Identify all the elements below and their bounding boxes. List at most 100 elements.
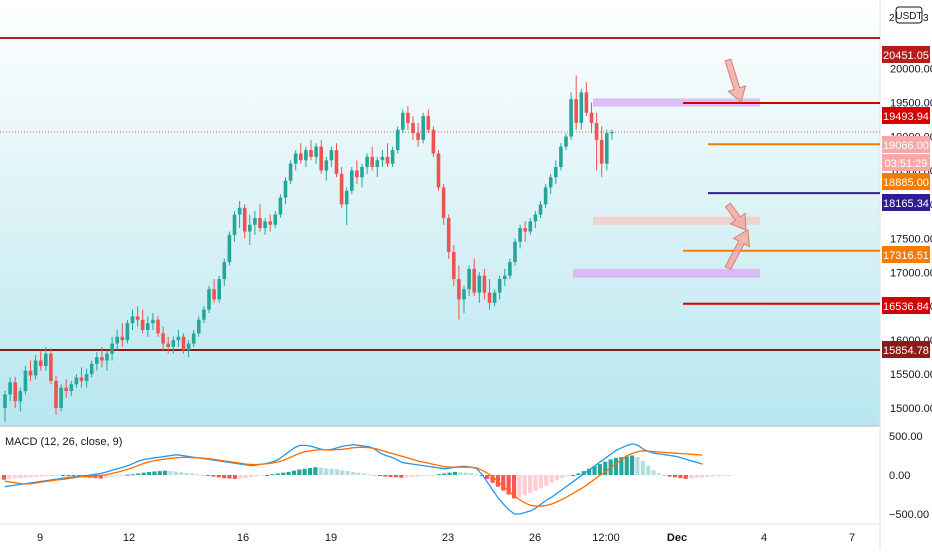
candle[interactable] (370, 146, 374, 171)
candle[interactable] (263, 217, 267, 235)
candle[interactable] (84, 368, 89, 388)
candle[interactable] (100, 346, 104, 368)
candle[interactable] (360, 163, 364, 188)
signal-line[interactable] (4, 446, 703, 507)
price-tag[interactable]: 03:51:29 (882, 154, 930, 171)
candle[interactable] (569, 92, 573, 140)
candle[interactable] (74, 374, 79, 388)
price-tag[interactable]: 20451.05 (882, 46, 930, 63)
candle[interactable] (467, 265, 471, 297)
candle[interactable] (543, 184, 548, 208)
candle[interactable] (28, 360, 33, 381)
candle[interactable] (79, 367, 84, 388)
candle[interactable] (54, 375, 58, 415)
candle[interactable] (462, 285, 466, 313)
candle[interactable] (217, 275, 221, 303)
candle[interactable] (283, 177, 288, 205)
candle[interactable] (605, 129, 609, 171)
candle[interactable] (140, 309, 145, 334)
price-tag[interactable]: 18885.00 (882, 173, 930, 190)
price-tag[interactable]: 18165.34 (882, 194, 930, 211)
candle[interactable] (161, 326, 165, 351)
candle[interactable] (258, 204, 262, 232)
candle[interactable] (242, 204, 247, 239)
candle[interactable] (324, 156, 329, 181)
macd-line[interactable] (4, 443, 703, 515)
candle[interactable] (33, 355, 38, 380)
candle[interactable] (156, 316, 160, 337)
candle[interactable] (492, 289, 497, 307)
candle[interactable] (401, 109, 405, 134)
candle[interactable] (278, 194, 283, 218)
candle[interactable] (166, 336, 170, 354)
highlight-zone[interactable] (593, 98, 760, 107)
candle[interactable] (380, 150, 385, 168)
candle[interactable] (579, 88, 584, 130)
candle[interactable] (350, 167, 354, 195)
price-tag[interactable]: 19493.94 (882, 107, 930, 124)
candle[interactable] (191, 329, 196, 347)
candle[interactable] (416, 122, 420, 147)
candle[interactable] (385, 143, 390, 168)
candle[interactable] (207, 285, 211, 313)
candle[interactable] (477, 272, 482, 303)
candle[interactable] (227, 231, 232, 266)
candle[interactable] (95, 352, 99, 371)
candle[interactable] (130, 309, 135, 330)
candle[interactable] (232, 211, 237, 242)
candle[interactable] (421, 112, 425, 144)
candle[interactable] (146, 316, 150, 337)
candle[interactable] (487, 279, 492, 310)
candle[interactable] (18, 387, 23, 412)
candle[interactable] (69, 380, 74, 396)
candle[interactable] (431, 126, 436, 157)
candle[interactable] (3, 391, 7, 422)
candle[interactable] (610, 129, 614, 140)
candle[interactable] (589, 102, 594, 134)
price-tag[interactable]: 16536.84 (882, 297, 930, 314)
candle[interactable] (375, 156, 380, 178)
candle[interactable] (508, 258, 512, 280)
candle[interactable] (554, 160, 558, 185)
candle[interactable] (202, 306, 206, 324)
candle[interactable] (513, 238, 517, 266)
candle[interactable] (23, 365, 28, 395)
candle[interactable] (222, 258, 227, 286)
candle[interactable] (426, 109, 431, 134)
candle[interactable] (268, 214, 272, 232)
candle[interactable] (64, 379, 68, 398)
candle[interactable] (436, 150, 441, 191)
candle[interactable] (197, 316, 201, 337)
candle[interactable] (44, 346, 48, 371)
candle[interactable] (120, 323, 125, 347)
highlight-zone[interactable] (593, 216, 760, 225)
candle[interactable] (599, 126, 604, 178)
candle[interactable] (390, 146, 395, 168)
candle[interactable] (365, 153, 369, 174)
candle[interactable] (329, 146, 334, 168)
macd-indicator-label[interactable]: MACD (12, 26, close, 9) (5, 436, 122, 448)
candle[interactable] (559, 143, 563, 171)
candle[interactable] (171, 336, 176, 354)
candle[interactable] (533, 211, 538, 229)
candle[interactable] (125, 319, 130, 344)
candle[interactable] (299, 143, 303, 164)
candle[interactable] (248, 214, 252, 246)
annotation-arrow[interactable] (724, 58, 747, 103)
annotation-arrow[interactable] (724, 202, 747, 231)
candle[interactable] (339, 167, 344, 208)
candle[interactable] (110, 336, 114, 361)
candle[interactable] (8, 377, 12, 402)
candle[interactable] (288, 160, 293, 185)
candle[interactable] (411, 116, 415, 140)
candle[interactable] (13, 376, 17, 409)
candle[interactable] (528, 217, 533, 235)
price-tag[interactable]: 19066.00 (882, 136, 930, 153)
candle[interactable] (457, 265, 461, 320)
candle[interactable] (548, 173, 553, 195)
annotation-arrow[interactable] (724, 229, 750, 271)
candle[interactable] (518, 224, 522, 249)
candle[interactable] (237, 200, 242, 229)
